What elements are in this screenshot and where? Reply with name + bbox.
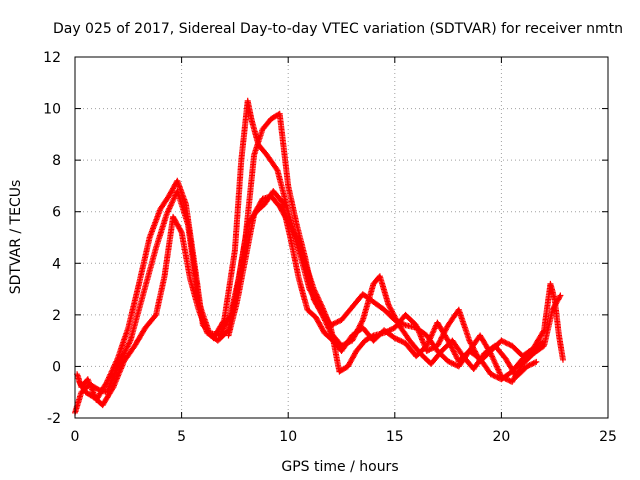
- data-point: [94, 385, 101, 392]
- chart-title: Day 025 of 2017, Sidereal Day-to-day VTE…: [53, 21, 623, 37]
- data-point: [529, 360, 536, 367]
- data-point: [226, 313, 233, 320]
- y-tick-label: 4: [52, 256, 61, 272]
- plot-frame: [74, 56, 609, 419]
- ticks-layer: 0 5 10 15 20 25 -2 0 2 4 6 8 10 12: [43, 50, 617, 445]
- data-point: [293, 233, 299, 240]
- y-axis-label: SDTVAR / TECUs: [8, 180, 24, 295]
- data-point: [387, 326, 394, 333]
- series-track-c: [225, 193, 566, 375]
- y-tick-label: 6: [52, 205, 61, 221]
- data-point: [498, 373, 505, 380]
- x-tick-label: 0: [71, 429, 80, 445]
- series-track-d: [72, 188, 564, 416]
- data-point: [560, 356, 566, 363]
- data-point: [557, 292, 564, 299]
- data-point: [273, 166, 280, 173]
- data-point: [533, 358, 540, 365]
- data-point: [449, 360, 456, 367]
- data-point: [525, 362, 532, 369]
- y-tick-label: 2: [52, 308, 61, 324]
- y-tick-label: -2: [47, 411, 61, 427]
- x-tick-label: 20: [492, 429, 510, 445]
- y-tick-label: 12: [43, 50, 61, 66]
- data-point: [429, 345, 436, 352]
- data-point: [399, 338, 406, 345]
- data-point: [556, 293, 563, 300]
- x-axis-label: GPS time / hours: [281, 459, 398, 475]
- data-marks-layer: [72, 97, 566, 416]
- y-tick-label: 10: [43, 102, 61, 118]
- x-tick-label: 15: [386, 429, 404, 445]
- data-point: [532, 359, 538, 366]
- data-point: [177, 228, 184, 235]
- data-point: [498, 337, 505, 344]
- x-tick-label: 10: [279, 429, 297, 445]
- x-tick-label: 5: [177, 429, 186, 445]
- data-point: [540, 328, 547, 335]
- y-tick-label: 0: [52, 359, 61, 375]
- x-tick-label: 25: [599, 429, 617, 445]
- y-tick-label: 8: [52, 153, 61, 169]
- data-point: [506, 341, 513, 348]
